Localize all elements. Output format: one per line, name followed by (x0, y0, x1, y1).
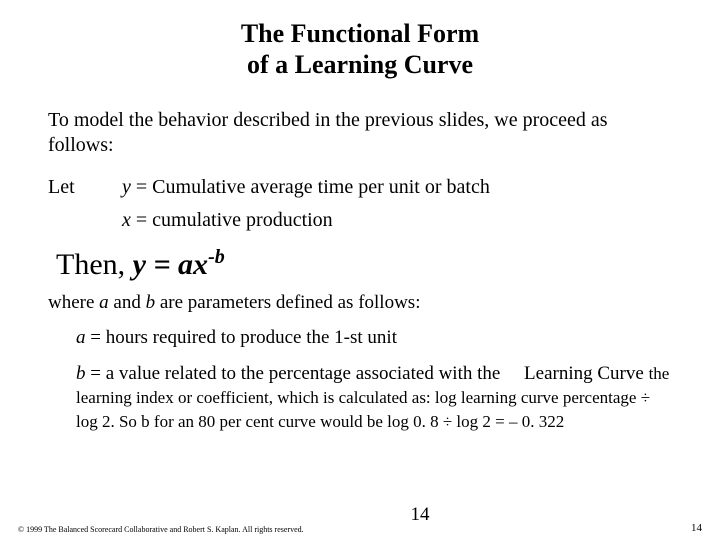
a-variable: a (76, 327, 86, 348)
where-clause: where a and b are parameters defined as … (48, 292, 672, 314)
equation-lhs: y = ax (133, 248, 208, 281)
definition-y: Let y = Cumulative average time per unit… (48, 176, 672, 199)
equation-exponent: -b (208, 246, 225, 268)
copyright-text: © 1999 The Balanced Scorecard Collaborat… (18, 525, 304, 534)
slide-title: The Functional Form of a Learning Curve (48, 18, 672, 80)
where-a: a (99, 292, 109, 313)
slide: The Functional Form of a Learning Curve … (0, 0, 720, 540)
y-def-text: = Cumulative average time per unit or ba… (131, 176, 490, 198)
b-lead-text: = a value related to the percentage asso… (86, 363, 649, 384)
param-b: b = a value related to the percentage as… (76, 362, 672, 433)
where-pre: where (48, 292, 99, 313)
equation: Then, y = ax-b (56, 246, 672, 282)
x-definition: x = cumulative production (122, 209, 672, 232)
where-b: b (146, 292, 156, 313)
where-mid: and (109, 292, 146, 313)
definition-x: x = cumulative production (48, 209, 672, 232)
a-def-text: = hours required to produce the 1-st uni… (86, 327, 397, 348)
y-definition: y = Cumulative average time per unit or … (122, 176, 672, 199)
intro-text: To model the behavior described in the p… (48, 108, 672, 158)
title-line-1: The Functional Form (241, 19, 479, 48)
param-a: a = hours required to produce the 1-st u… (76, 326, 672, 350)
let-label: Let (48, 176, 122, 199)
page-number-center: 14 (0, 504, 720, 526)
page-number-right: 14 (691, 522, 702, 534)
y-variable: y (122, 176, 131, 198)
x-variable: x (122, 209, 131, 231)
let-spacer (48, 209, 122, 232)
then-label: Then, (56, 248, 133, 281)
x-def-text: = cumulative production (131, 209, 333, 231)
b-variable: b (76, 363, 86, 384)
title-line-2: of a Learning Curve (247, 50, 473, 79)
where-post: are parameters defined as follows: (155, 292, 420, 313)
